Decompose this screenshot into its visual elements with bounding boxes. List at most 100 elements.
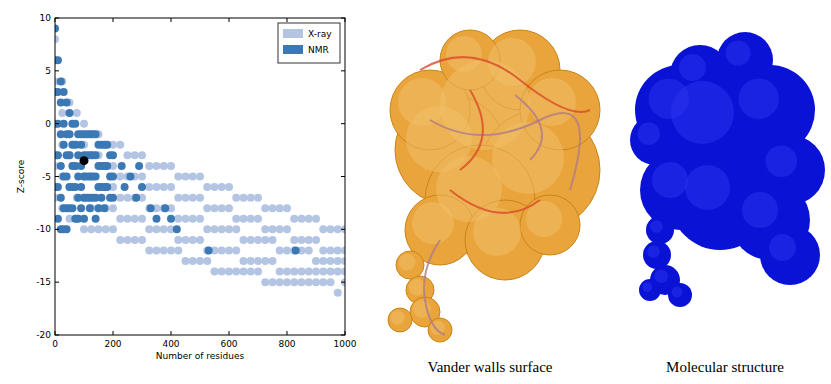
point xyxy=(298,236,306,244)
point xyxy=(73,109,81,117)
point xyxy=(135,162,143,170)
point xyxy=(312,215,320,223)
point xyxy=(153,225,161,233)
point xyxy=(189,194,197,202)
point xyxy=(319,257,327,265)
series-2 xyxy=(80,156,89,165)
y-tick-right xyxy=(341,123,345,124)
structure-highlight xyxy=(672,287,683,298)
point xyxy=(109,194,117,202)
point xyxy=(276,246,284,254)
structure-highlight xyxy=(685,165,730,210)
point xyxy=(55,35,59,43)
point xyxy=(121,183,129,191)
point xyxy=(283,278,291,286)
y-tick-label: 10 xyxy=(40,13,52,23)
point xyxy=(138,151,146,159)
point xyxy=(276,204,284,212)
point xyxy=(225,246,233,254)
point xyxy=(232,246,240,254)
point xyxy=(240,268,248,276)
point xyxy=(66,151,74,159)
figure: 02004006008001000-20-15-10-50510Number o… xyxy=(0,0,831,384)
point xyxy=(312,257,320,265)
point xyxy=(211,268,219,276)
point xyxy=(269,236,277,244)
point xyxy=(66,130,74,138)
point xyxy=(174,194,182,202)
x-tick-top xyxy=(171,18,172,22)
point xyxy=(55,56,62,64)
point xyxy=(182,215,190,223)
point xyxy=(203,225,211,233)
point xyxy=(161,204,169,212)
surface-highlight xyxy=(446,36,482,72)
point xyxy=(203,204,211,212)
caption: Vander walls surface xyxy=(428,359,553,375)
point xyxy=(132,194,140,202)
point xyxy=(124,236,132,244)
point xyxy=(334,225,342,233)
ribbon xyxy=(460,90,483,170)
point xyxy=(100,204,108,212)
y-tick-label: -20 xyxy=(36,330,51,340)
background xyxy=(0,0,831,384)
point xyxy=(55,215,62,223)
point xyxy=(63,225,71,233)
point xyxy=(80,225,88,233)
point xyxy=(145,162,153,170)
structure-highlight xyxy=(647,245,660,258)
structure-highlight xyxy=(652,162,688,198)
point xyxy=(80,215,88,223)
point xyxy=(261,278,269,286)
point xyxy=(182,236,190,244)
point xyxy=(66,109,74,117)
point xyxy=(269,257,277,265)
x-tick-label: 200 xyxy=(104,339,121,349)
x-tick-top xyxy=(287,18,288,22)
point xyxy=(290,268,298,276)
structure-highlight xyxy=(739,79,780,120)
y-tick-label: 0 xyxy=(45,119,51,129)
point xyxy=(254,215,262,223)
point xyxy=(116,194,124,202)
point xyxy=(327,268,335,276)
point xyxy=(327,257,335,265)
x-tick-top xyxy=(229,18,230,22)
point xyxy=(97,194,105,202)
point xyxy=(341,225,345,233)
point xyxy=(203,183,211,191)
point xyxy=(211,225,219,233)
point xyxy=(283,246,291,254)
surface-highlight xyxy=(390,310,404,324)
point xyxy=(247,194,255,202)
point xyxy=(118,162,126,170)
x-tick-label: 1000 xyxy=(334,339,357,349)
point xyxy=(103,141,111,149)
point xyxy=(269,225,277,233)
y-tick-label: -15 xyxy=(36,277,51,287)
structure-blob xyxy=(668,283,692,307)
point xyxy=(298,278,306,286)
point xyxy=(124,194,132,202)
point xyxy=(138,183,146,191)
point xyxy=(60,88,68,96)
point xyxy=(261,236,269,244)
point xyxy=(87,225,95,233)
point xyxy=(283,268,291,276)
caption: Molecular structure xyxy=(666,359,784,375)
legend-box xyxy=(278,23,340,63)
point xyxy=(196,215,204,223)
point xyxy=(319,268,327,276)
y-tick-label: 5 xyxy=(45,66,51,76)
x-tick-label: 0 xyxy=(52,339,58,349)
point xyxy=(109,151,117,159)
point xyxy=(218,204,226,212)
point xyxy=(92,173,100,181)
point xyxy=(57,77,65,85)
point xyxy=(225,268,233,276)
legend-swatch xyxy=(283,29,303,38)
point xyxy=(298,268,306,276)
point xyxy=(341,246,345,254)
point xyxy=(109,204,117,212)
